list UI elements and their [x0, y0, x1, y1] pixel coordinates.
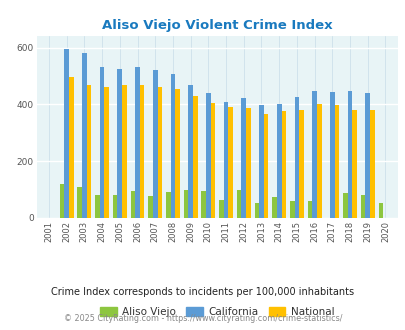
Bar	[69, 77, 73, 218]
Bar	[294, 97, 298, 218]
Bar	[135, 67, 139, 218]
Bar	[82, 53, 86, 218]
Title: Aliso Viejo Violent Crime Index: Aliso Viejo Violent Crime Index	[102, 19, 332, 32]
Bar	[334, 105, 339, 218]
Bar	[342, 193, 347, 218]
Bar	[360, 195, 364, 218]
Bar	[311, 91, 316, 218]
Bar	[188, 85, 192, 218]
Bar	[228, 107, 232, 218]
Bar	[148, 196, 153, 218]
Text: © 2025 CityRating.com - https://www.cityrating.com/crime-statistics/: © 2025 CityRating.com - https://www.city…	[64, 314, 341, 323]
Bar	[95, 195, 100, 218]
Bar	[77, 187, 82, 218]
Bar	[157, 87, 162, 218]
Bar	[219, 200, 223, 218]
Bar	[104, 87, 109, 218]
Bar	[183, 190, 188, 218]
Bar	[170, 74, 175, 218]
Bar	[329, 92, 334, 218]
Bar	[369, 110, 374, 218]
Bar	[289, 201, 294, 218]
Bar	[316, 104, 321, 218]
Bar	[166, 192, 170, 218]
Bar	[364, 93, 369, 218]
Bar	[347, 91, 352, 218]
Bar	[307, 201, 311, 218]
Bar	[117, 69, 122, 218]
Bar	[130, 191, 135, 218]
Bar	[352, 110, 356, 218]
Bar	[206, 93, 210, 218]
Bar	[86, 84, 91, 218]
Bar	[241, 98, 245, 218]
Bar	[263, 114, 268, 218]
Text: Crime Index corresponds to incidents per 100,000 inhabitants: Crime Index corresponds to incidents per…	[51, 287, 354, 297]
Bar	[113, 195, 117, 218]
Bar	[281, 111, 286, 218]
Bar	[100, 68, 104, 218]
Bar	[298, 110, 303, 218]
Bar	[64, 49, 69, 218]
Bar	[175, 89, 179, 218]
Bar	[139, 84, 144, 218]
Bar	[245, 108, 250, 218]
Legend: Aliso Viejo, California, National: Aliso Viejo, California, National	[96, 303, 338, 321]
Bar	[258, 105, 263, 218]
Bar	[223, 102, 228, 218]
Bar	[377, 203, 382, 218]
Bar	[254, 203, 258, 218]
Bar	[236, 190, 241, 218]
Bar	[192, 96, 197, 218]
Bar	[276, 104, 281, 218]
Bar	[122, 84, 126, 218]
Bar	[201, 191, 206, 218]
Bar	[210, 103, 215, 218]
Bar	[60, 184, 64, 218]
Bar	[153, 70, 157, 218]
Bar	[272, 197, 276, 218]
